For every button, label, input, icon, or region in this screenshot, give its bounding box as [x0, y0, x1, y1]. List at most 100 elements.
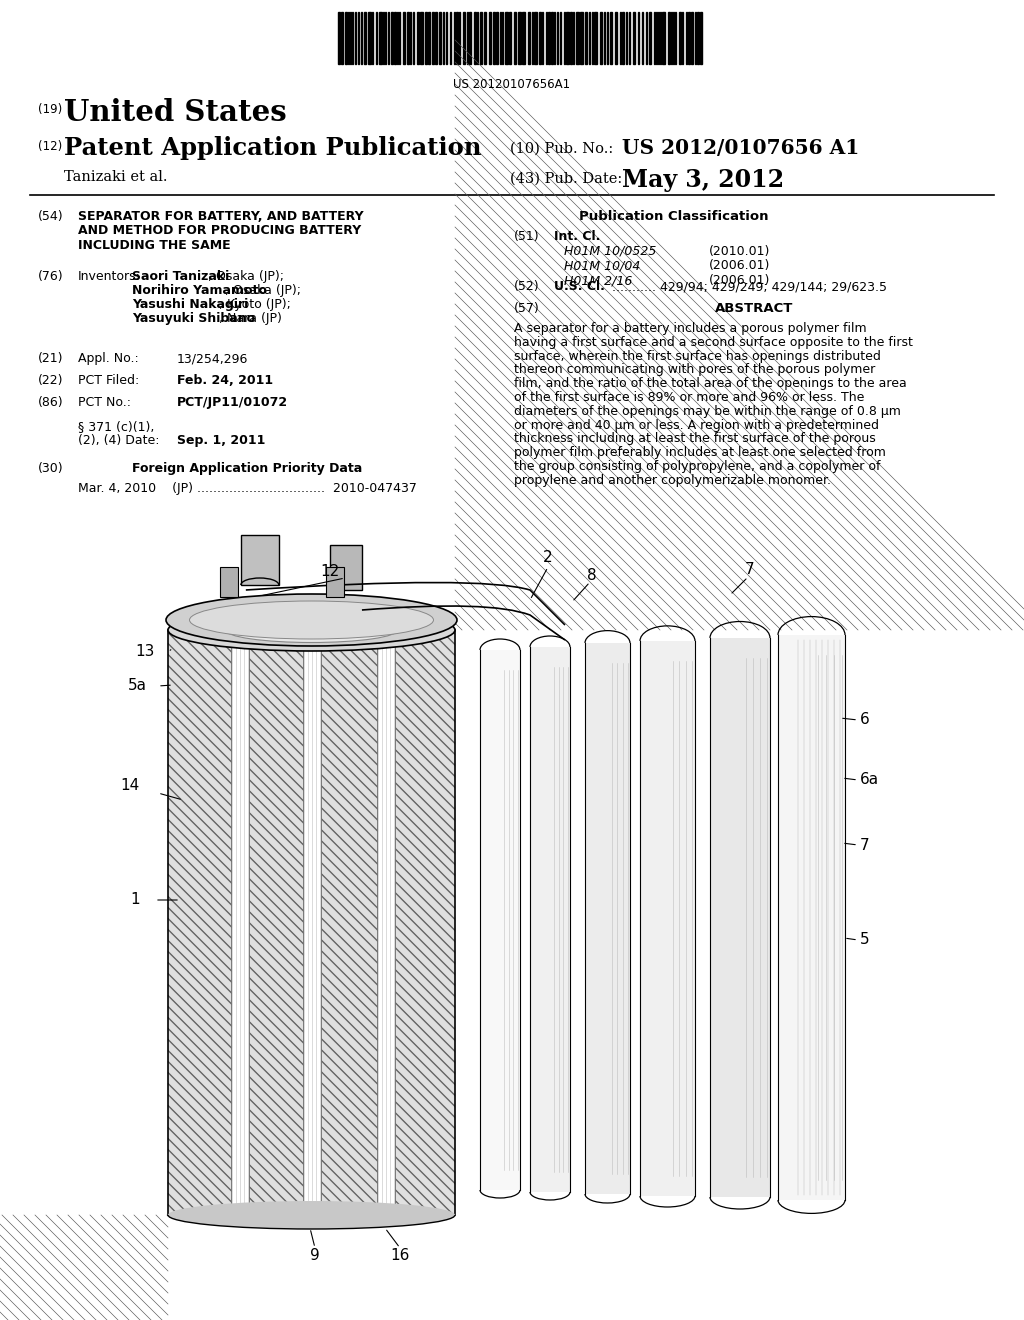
Text: Patent Application Publication: Patent Application Publication — [63, 136, 481, 160]
Text: (2010.01): (2010.01) — [709, 246, 770, 257]
Bar — [585, 12, 587, 63]
Bar — [534, 12, 537, 63]
Bar — [469, 12, 471, 63]
Text: having a first surface and a second surface opposite to the first: having a first surface and a second surf… — [514, 335, 912, 348]
Bar — [341, 12, 343, 63]
Text: Yasuyuki Shibano: Yasuyuki Shibano — [132, 312, 255, 325]
Text: 2: 2 — [543, 550, 553, 565]
Text: PCT No.:: PCT No.: — [78, 396, 131, 409]
Text: diameters of the openings may be within the range of 0.8 μm: diameters of the openings may be within … — [514, 405, 901, 418]
Text: US 20120107656A1: US 20120107656A1 — [454, 78, 570, 91]
Bar — [518, 12, 521, 63]
Bar — [345, 12, 347, 63]
Bar — [580, 12, 583, 63]
Text: (30): (30) — [38, 462, 63, 475]
Text: (12): (12) — [38, 140, 62, 153]
Text: (57): (57) — [514, 302, 540, 315]
Text: thereon communicating with pores of the porous polymer: thereon communicating with pores of the … — [514, 363, 876, 376]
Text: Tanizaki et al.: Tanizaki et al. — [63, 170, 168, 183]
Text: Sep. 1, 2011: Sep. 1, 2011 — [177, 434, 265, 447]
Text: AND METHOD FOR PRODUCING BATTERY: AND METHOD FOR PRODUCING BATTERY — [78, 224, 361, 238]
Bar — [407, 12, 409, 63]
Text: 7: 7 — [860, 837, 869, 853]
Bar — [428, 12, 430, 63]
Bar — [338, 12, 340, 63]
Bar — [691, 12, 693, 63]
Bar — [474, 12, 476, 63]
Text: 16: 16 — [390, 1247, 410, 1262]
Text: Appl. No.:: Appl. No.: — [78, 352, 138, 366]
Text: (19): (19) — [38, 103, 62, 116]
Text: SEPARATOR FOR BATTERY, AND BATTERY: SEPARATOR FOR BATTERY, AND BATTERY — [78, 210, 364, 223]
Bar — [600, 12, 602, 63]
Bar — [480, 12, 482, 63]
Bar — [168, 630, 455, 1214]
Text: 7: 7 — [745, 562, 755, 578]
Text: the group consisting of polypropylene, and a copolymer of: the group consisting of polypropylene, a… — [514, 459, 881, 473]
Bar — [425, 12, 427, 63]
Bar — [220, 568, 238, 597]
Bar — [622, 12, 624, 63]
Bar — [496, 12, 498, 63]
Bar — [633, 12, 635, 63]
Text: H01M 10/04: H01M 10/04 — [564, 260, 640, 272]
Bar — [697, 12, 699, 63]
Bar — [377, 630, 395, 1214]
Text: of the first surface is 89% or more and 96% or less. The: of the first surface is 89% or more and … — [514, 391, 864, 404]
Text: 13: 13 — [135, 644, 155, 660]
Text: , Osaka (JP);: , Osaka (JP); — [208, 271, 285, 282]
Bar — [379, 12, 382, 63]
Bar — [610, 12, 612, 63]
Bar — [668, 12, 670, 63]
Text: ABSTRACT: ABSTRACT — [715, 302, 794, 315]
Bar — [505, 12, 508, 63]
Text: A separator for a battery includes a porous polymer film: A separator for a battery includes a por… — [514, 322, 866, 335]
Text: U.S. Cl.: U.S. Cl. — [554, 280, 605, 293]
Text: thickness including at least the first surface of the porous: thickness including at least the first s… — [514, 433, 876, 445]
Text: Int. Cl.: Int. Cl. — [554, 230, 600, 243]
Text: (2006.01): (2006.01) — [709, 260, 770, 272]
Text: (76): (76) — [38, 271, 63, 282]
Text: § 371 (c)(1),: § 371 (c)(1), — [78, 420, 155, 433]
Text: film, and the ratio of the total area of the openings to the area: film, and the ratio of the total area of… — [514, 378, 906, 391]
Text: US 2012/0107656 A1: US 2012/0107656 A1 — [622, 139, 859, 158]
Bar — [480, 649, 520, 1191]
Text: Mar. 4, 2010    (JP) ................................  2010-047437: Mar. 4, 2010 (JP) ......................… — [78, 482, 417, 495]
Text: (51): (51) — [514, 230, 540, 243]
Bar — [489, 12, 490, 63]
Bar — [662, 12, 665, 63]
Bar — [484, 12, 486, 63]
Bar — [615, 12, 617, 63]
Bar — [493, 12, 495, 63]
Text: Feb. 24, 2011: Feb. 24, 2011 — [177, 374, 273, 387]
Bar — [528, 12, 530, 63]
Bar — [368, 12, 371, 63]
Text: (52): (52) — [514, 280, 540, 293]
Text: , Osaka (JP);: , Osaka (JP); — [224, 284, 301, 297]
Text: 1: 1 — [130, 892, 140, 908]
Text: surface, wherein the first surface has openings distributed: surface, wherein the first surface has o… — [514, 350, 881, 363]
Text: PCT Filed:: PCT Filed: — [78, 374, 139, 387]
Bar — [420, 12, 423, 63]
Text: (2006.01): (2006.01) — [709, 275, 770, 286]
Text: 6: 6 — [860, 713, 869, 727]
Text: polymer film preferably includes at least one selected from: polymer film preferably includes at leas… — [514, 446, 886, 459]
Bar — [509, 12, 511, 63]
Text: ........... 429/94; 429/249; 429/144; 29/623.5: ........... 429/94; 429/249; 429/144; 29… — [612, 280, 887, 293]
Text: (21): (21) — [38, 352, 63, 366]
Bar — [566, 12, 569, 63]
Bar — [364, 12, 366, 63]
Text: Foreign Application Priority Data: Foreign Application Priority Data — [132, 462, 362, 475]
Bar — [230, 630, 249, 1214]
Text: , Kyoto (JP);: , Kyoto (JP); — [219, 298, 291, 312]
Text: 5: 5 — [860, 932, 869, 948]
Text: (2), (4) Date:: (2), (4) Date: — [78, 434, 160, 447]
Ellipse shape — [166, 594, 457, 645]
Bar — [417, 12, 419, 63]
Bar — [394, 12, 396, 63]
Bar — [551, 12, 553, 63]
Text: Norihiro Yamamoto: Norihiro Yamamoto — [132, 284, 267, 297]
Text: PCT/JP11/01072: PCT/JP11/01072 — [177, 396, 288, 409]
Bar — [700, 12, 702, 63]
Bar — [710, 638, 770, 1197]
